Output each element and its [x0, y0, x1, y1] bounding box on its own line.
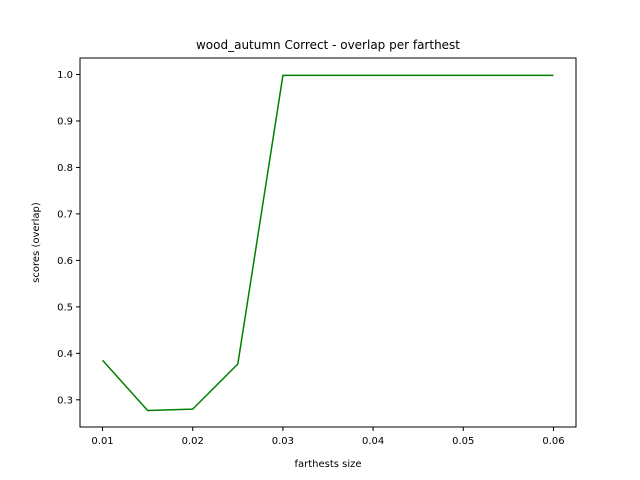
x-tick-label: 0.03: [272, 436, 294, 447]
x-tick-label: 0.04: [362, 436, 384, 447]
y-tick-label: 0.3: [57, 395, 73, 406]
plot-area: [101, 74, 554, 412]
x-tick-label: 0.02: [182, 436, 204, 447]
series-line: [101, 74, 554, 412]
x-tick-label: 0.05: [452, 436, 474, 447]
y-tick-label: 0.6: [57, 256, 73, 267]
x-axis: 0.01 0.02 0.03 0.04 0.05 0.06: [91, 427, 565, 447]
y-tick-label: 0.4: [57, 349, 73, 360]
chart-title: wood_autumn Correct - overlap per farthe…: [196, 38, 460, 52]
y-tick-label: 1.0: [57, 70, 73, 81]
y-tick-label: 0.7: [57, 209, 73, 220]
axes-frame: [79, 57, 577, 428]
y-axis-label: scores (overlap): [31, 202, 42, 283]
y-tick-label: 0.5: [57, 302, 73, 313]
y-tick-label: 0.8: [57, 163, 73, 174]
y-tick-label: 0.9: [57, 116, 73, 127]
x-tick-label: 0.01: [91, 436, 113, 447]
y-axis: 0.3 0.4 0.5 0.6 0.7 0.8 0.9 1.0: [57, 70, 80, 406]
x-tick-label: 0.06: [542, 436, 564, 447]
x-axis-label: farthests size: [294, 459, 361, 470]
